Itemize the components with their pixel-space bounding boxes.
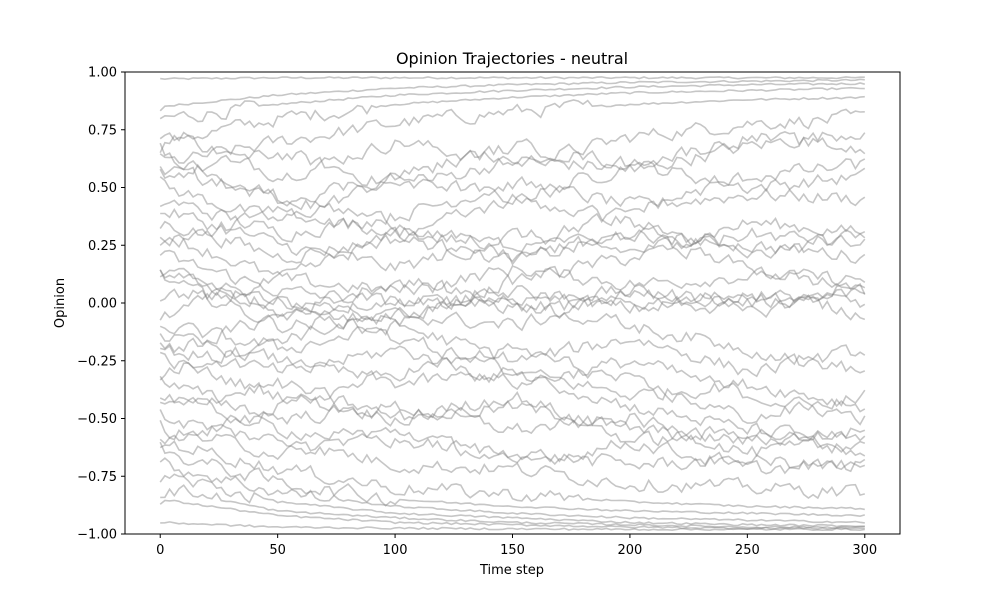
trajectory-line [159, 420, 866, 475]
trajectory-line [160, 484, 865, 529]
x-tick-label: 100 [383, 543, 408, 558]
trajectory-line [159, 473, 865, 528]
trajectory-line [159, 441, 866, 518]
trajectory-line [159, 269, 866, 442]
x-tick-label: 0 [156, 543, 164, 558]
trajectory-line [159, 282, 866, 381]
y-tick-label: −0.50 [77, 412, 117, 427]
trajectory-line [159, 342, 866, 445]
trajectory-line [159, 277, 866, 374]
trajectory-lines [159, 76, 866, 532]
trajectory-line [159, 95, 865, 164]
trajectory-line [159, 158, 866, 321]
x-tick-label: 300 [852, 543, 877, 558]
trajectory-line [159, 376, 866, 457]
trajectory-line [159, 440, 865, 511]
trajectory-line [159, 78, 865, 112]
trajectory-line [159, 393, 866, 471]
x-tick-label: 50 [269, 543, 286, 558]
trajectory-line [159, 267, 866, 322]
trajectory-line [159, 269, 866, 334]
x-axis-ticks: 0 50 100 150 200 250 300 [156, 534, 877, 558]
trajectory-line [159, 499, 865, 530]
trajectory-line [159, 227, 866, 327]
y-tick-label: 0.75 [88, 123, 117, 138]
trajectory-line [159, 351, 866, 447]
trajectory-line [159, 131, 866, 190]
trajectory-line [159, 142, 866, 295]
trajectory-line [159, 82, 865, 123]
trajectory-line [159, 319, 866, 378]
trajectory-line [159, 175, 866, 243]
trajectory-line [159, 233, 866, 296]
x-axis-label: Time step [479, 563, 544, 578]
trajectory-line [159, 220, 866, 266]
y-tick-label: 1.00 [88, 66, 117, 81]
trajectory-line [159, 86, 865, 154]
chart-title: Opinion Trajectories - neutral [396, 49, 628, 68]
y-tick-label: −0.75 [77, 470, 117, 485]
trajectory-line [159, 457, 865, 524]
y-tick-label: −1.00 [77, 528, 117, 543]
trajectory-line [160, 344, 866, 426]
trajectory-line [159, 409, 865, 500]
trajectory-line [159, 160, 866, 222]
x-tick-label: 150 [500, 543, 525, 558]
y-tick-label: −0.25 [77, 354, 117, 369]
y-axis-label: Opinion [53, 278, 68, 328]
y-tick-label: 0.50 [88, 181, 117, 196]
trajectory-line [159, 333, 866, 413]
x-tick-label: 250 [735, 543, 760, 558]
trajectory-line [159, 375, 866, 458]
x-tick-label: 200 [618, 543, 643, 558]
trajectory-line [160, 208, 866, 272]
trajectory-line [160, 76, 865, 81]
y-tick-label: 0.25 [88, 239, 117, 254]
trajectory-line [159, 193, 866, 259]
y-tick-label: 0.00 [88, 297, 117, 312]
trajectory-line [159, 131, 866, 207]
trajectory-line [160, 521, 865, 532]
trajectory-line [159, 249, 866, 311]
trajectory-line [159, 108, 865, 183]
y-axis-ticks: −1.00 −0.75 −0.50 −0.25 0.00 0.25 0.50 0.75 1.00 [77, 66, 125, 543]
